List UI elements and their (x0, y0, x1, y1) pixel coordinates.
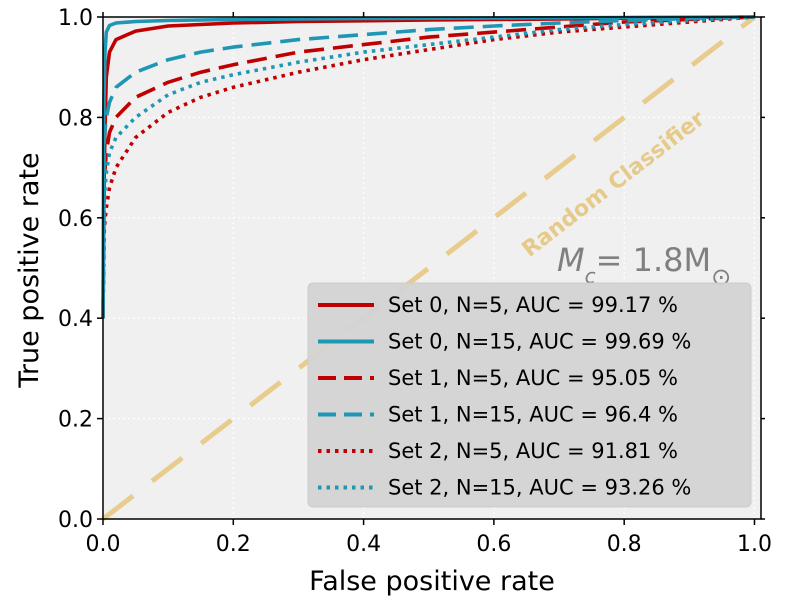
series-line (101, 15, 755, 319)
mass-middle: = 1.8M (596, 241, 711, 279)
series-line (101, 15, 755, 319)
y-tick-label: 0.6 (58, 207, 93, 232)
legend-label: Set 1, N=15, AUC = 96.4 % (388, 403, 678, 427)
y-tick-label: 1.0 (58, 6, 93, 31)
axis-ticks: 0.0 0.2 0.4 0.6 0.8 1.0 0.0 0.2 0.4 0.6 0.8 1.0 (58, 6, 772, 557)
x-tick-label: 0.0 (86, 532, 121, 557)
legend-label: Set 1, N=5, AUC = 95.05 % (388, 366, 678, 390)
series-line (101, 15, 755, 319)
legend-label: Set 2, N=15, AUC = 93.26 % (388, 476, 691, 500)
x-tick-label: 0.4 (346, 532, 381, 557)
x-tick-label: 0.6 (476, 532, 511, 557)
legend-label: Set 0, N=5, AUC = 99.17 % (388, 293, 678, 317)
legend-label: Set 2, N=5, AUC = 91.81 % (388, 439, 678, 463)
x-tick-label: 1.0 (737, 532, 772, 557)
legend-label: Set 0, N=15, AUC = 99.69 % (388, 330, 691, 354)
x-tick-label: 0.2 (216, 532, 251, 557)
series-line (101, 15, 755, 319)
mass-prefix: M (557, 241, 585, 279)
y-tick-label: 0.4 (58, 307, 93, 332)
x-tick-label: 0.8 (607, 532, 642, 557)
random-classifier-line (101, 15, 757, 521)
y-axis-title: True positive rate (14, 152, 45, 388)
plot-frame (102, 16, 762, 520)
mass-prefix-sub: c (585, 264, 596, 288)
y-tick-label: 0.8 (58, 106, 93, 131)
legend-box (307, 282, 752, 508)
x-axis-title: False positive rate (309, 566, 555, 597)
y-tick-label: 0.2 (58, 408, 93, 433)
y-tick-label: 0.0 (58, 508, 93, 533)
legend: Set 0, N=5, AUC = 99.17 % Set 0, N=15, AU… (307, 282, 752, 508)
series-group (101, 15, 755, 319)
mass-annotation: Mc= 1.8M⊙ (557, 241, 731, 291)
